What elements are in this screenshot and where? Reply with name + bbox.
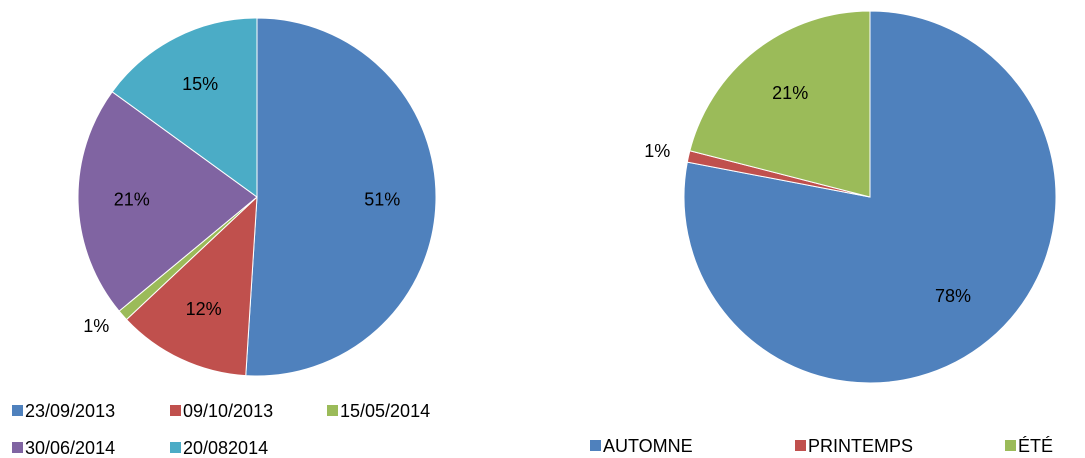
legend-label: 09/10/2013 <box>183 401 273 421</box>
data-label: 1% <box>83 316 109 336</box>
legend-swatch <box>12 442 23 453</box>
data-label: 15% <box>182 74 218 94</box>
legend-swatch <box>1005 440 1016 451</box>
legend-label: 23/09/2013 <box>25 401 115 421</box>
pie-slice <box>689 10 871 198</box>
legend-swatch <box>170 405 181 416</box>
legend-swatch <box>12 405 23 416</box>
legend-label: 30/06/2014 <box>25 438 115 458</box>
legend-label: 15/05/2014 <box>340 401 430 421</box>
data-label: 21% <box>114 190 150 210</box>
legend-label: 20/082014 <box>183 438 268 458</box>
data-label: 21% <box>772 83 808 103</box>
pie-slice <box>245 17 437 377</box>
legend-swatch <box>795 440 806 451</box>
legend-swatch <box>170 442 181 453</box>
legend-label: AUTOMNE <box>603 436 693 456</box>
legend-swatch <box>590 440 601 451</box>
pie-slice <box>77 91 258 312</box>
data-label: 12% <box>186 299 222 319</box>
legend-label: ÉTÉ <box>1018 436 1053 456</box>
data-label: 78% <box>935 286 971 306</box>
data-label: 51% <box>364 190 400 210</box>
legend-label: PRINTEMPS <box>808 436 913 456</box>
pie-slice <box>111 17 258 198</box>
legend-swatch <box>327 405 338 416</box>
data-label: 1% <box>644 141 670 161</box>
pie-slice <box>125 195 258 377</box>
